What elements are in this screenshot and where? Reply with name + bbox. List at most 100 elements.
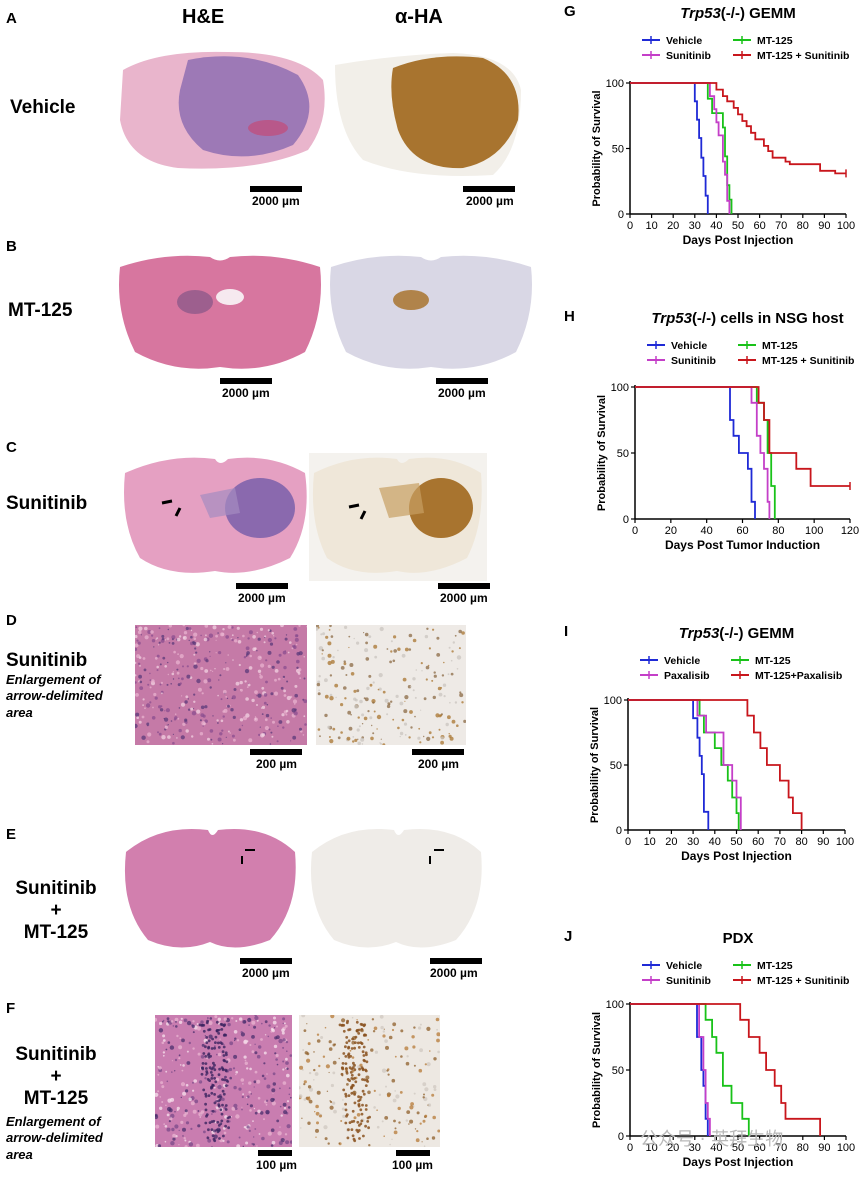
scale-text-he-e: 2000 µm <box>242 966 290 980</box>
he-column-header: H&E <box>182 6 225 28</box>
x-tick-label: 10 <box>644 836 656 848</box>
x-tick-label: 0 <box>625 836 631 848</box>
series-line-vehicle <box>630 82 709 214</box>
x-axis-label: Days Post Injection <box>681 849 792 863</box>
legend-entry: MT-125 + Sunitinib <box>733 50 849 62</box>
scale-text-ha-c: 2000 µm <box>440 591 488 605</box>
series-line-mt-125-sunitinib <box>630 82 846 175</box>
scale-text-he-c: 2000 µm <box>238 591 286 605</box>
chart-i: I Trp53(-/-) GEMM Vehicle MT-125 Paxalisib MT… <box>564 623 854 863</box>
he-section-vehicle <box>118 50 328 170</box>
legend-entry: MT-125 + Sunitinib <box>738 355 854 367</box>
series-line-mt-125 <box>630 1003 750 1136</box>
legend-entry: Sunitinib <box>642 50 711 62</box>
x-axis-label: Days Post Injection <box>683 1155 794 1169</box>
chart-title: Trp53(-/-) GEMM <box>680 5 796 22</box>
panel-label-a: A <box>6 10 17 27</box>
x-tick-label: 120 <box>841 525 859 537</box>
y-tick-label: 100 <box>611 382 629 394</box>
chart-title: Trp53(-/-) cells in NSG host <box>651 310 843 327</box>
legend-entry: Vehicle <box>640 655 700 667</box>
watermark-text: 公众号 · 英拜生物 <box>640 1129 784 1150</box>
x-tick-label: 50 <box>732 220 744 232</box>
series-line-mt-125 <box>628 699 740 830</box>
series-line-vehicle <box>635 386 756 519</box>
condition-label-mt125: MT-125 <box>8 300 73 321</box>
x-axis-label: Days Post Tumor Induction <box>665 538 820 552</box>
panel-label-b: B <box>6 238 17 255</box>
series-line-sunitinib <box>635 386 771 519</box>
legend-label: MT-125 <box>757 35 793 47</box>
x-tick-label: 40 <box>710 220 722 232</box>
y-tick-label: 100 <box>606 78 624 90</box>
legend-label: Vehicle <box>664 655 700 667</box>
series-line-mt-125-sunitinib <box>635 386 850 487</box>
condition-label-combo-e: Sunitinib + MT-125 <box>15 878 97 943</box>
y-axis-label: Probability of Survival <box>591 1012 603 1128</box>
scale-text-ha-e: 2000 µm <box>430 966 478 980</box>
y-tick-label: 0 <box>618 209 624 221</box>
y-tick-label: 0 <box>616 825 622 837</box>
panel-label-c: C <box>6 439 17 456</box>
scale-text-ha-a: 2000 µm <box>466 194 514 208</box>
x-tick-label: 90 <box>817 836 829 848</box>
x-tick-label: 60 <box>752 836 764 848</box>
he-section-mt125 <box>115 252 325 374</box>
x-tick-label: 60 <box>736 525 748 537</box>
x-tick-label: 90 <box>818 1142 830 1154</box>
series-line-paxalisib <box>628 699 742 830</box>
ha-section-mt125 <box>326 252 536 374</box>
x-tick-label: 20 <box>667 1142 679 1154</box>
x-tick-label: 0 <box>627 1142 633 1154</box>
x-tick-label: 30 <box>687 836 699 848</box>
x-tick-label: 40 <box>710 1142 722 1154</box>
legend-label: MT-125 + Sunitinib <box>757 975 849 987</box>
legend-entry: MT-125 + Sunitinib <box>733 975 849 987</box>
x-tick-label: 60 <box>753 1142 765 1154</box>
series-line-sunitinib <box>630 1003 711 1136</box>
scale-text-he-b: 2000 µm <box>222 386 270 400</box>
y-tick-label: 100 <box>604 695 622 707</box>
scale-bar-ha-a <box>463 186 515 192</box>
he-enlargement-sunitinib <box>133 623 308 745</box>
series-line-mt-125 <box>635 386 776 519</box>
ha-enlargement-sunitinib <box>314 623 467 747</box>
y-tick-label: 0 <box>623 514 629 526</box>
condition-label-sunitinib: Sunitinib <box>6 493 88 514</box>
legend-entry: Vehicle <box>642 960 702 972</box>
ha-section-combo <box>306 822 486 954</box>
series-line-mt-125-paxalisib <box>628 699 803 830</box>
scale-bar-ha-c <box>438 583 490 589</box>
legend-label: MT-125+Paxalisib <box>755 670 842 682</box>
scale-text-he-a: 2000 µm <box>252 194 300 208</box>
scale-text-ha-b: 2000 µm <box>438 386 486 400</box>
subtitle-d: Enlargement of arrow-delimited area <box>6 672 103 720</box>
ha-section-sunitinib <box>309 453 487 581</box>
legend-entry: MT-125 <box>733 35 793 47</box>
series-line-vehicle <box>630 1003 709 1136</box>
x-tick-label: 30 <box>689 220 701 232</box>
x-tick-label: 20 <box>665 836 677 848</box>
x-tick-label: 80 <box>795 836 807 848</box>
scale-bar-ha-d <box>412 749 464 755</box>
legend-entry: MT-125 <box>731 655 791 667</box>
x-tick-label: 60 <box>753 220 765 232</box>
scale-bar-ha-f <box>396 1150 430 1156</box>
condition-label-vehicle: Vehicle <box>10 97 76 118</box>
legend-label: Sunitinib <box>666 50 711 62</box>
scale-bar-he-b <box>220 378 272 384</box>
x-tick-label: 40 <box>701 525 713 537</box>
legend-entry: MT-125 <box>733 960 793 972</box>
y-tick-label: 50 <box>612 144 624 156</box>
legend-label: MT-125 <box>755 655 791 667</box>
chart-g: G Trp53(-/-) GEMM Vehicle MT-125 Sunitinib MT… <box>564 3 855 247</box>
scale-text-he-f: 100 µm <box>256 1158 297 1172</box>
legend-label: Sunitinib <box>671 355 716 367</box>
scale-bar-he-f <box>258 1150 292 1156</box>
y-axis-label: Probability of Survival <box>589 707 601 823</box>
scale-bar-he-a <box>250 186 302 192</box>
panel-label-e: E <box>6 826 17 843</box>
scale-text-ha-d: 200 µm <box>418 757 459 771</box>
x-tick-label: 100 <box>805 525 823 537</box>
legend-label: Vehicle <box>666 35 702 47</box>
